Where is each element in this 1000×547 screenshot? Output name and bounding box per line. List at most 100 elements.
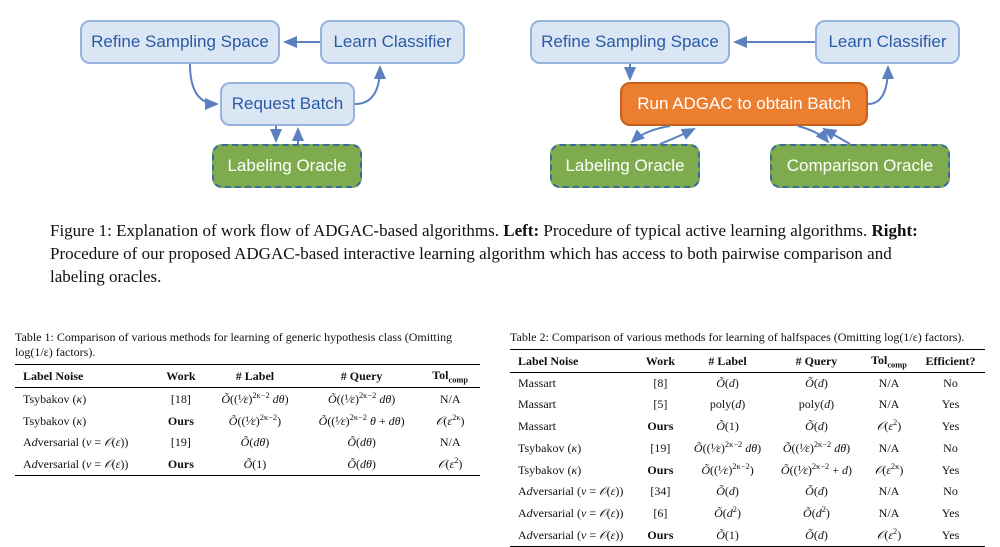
table-cell: [34] <box>637 481 684 502</box>
figure-1: Refine Sampling Space Learn Classifier R… <box>0 20 1000 220</box>
table-cell: No <box>916 437 985 459</box>
table-cell: Õ((¹⁄ε)2κ−2) <box>207 410 303 432</box>
table-header: # Query <box>771 350 862 373</box>
table-cell: Õ(d) <box>771 481 862 502</box>
table-cell: Tsybakov (κ) <box>510 459 637 481</box>
table-cell: Ours <box>155 410 207 432</box>
table-row: Tsybakov (κ)[18]Õ((¹⁄ε)2κ−2 dθ)Õ((¹⁄ε)2κ… <box>15 388 480 411</box>
table-1-grid: Label NoiseWork# Label# QueryTolcomp Tsy… <box>15 364 480 476</box>
table-cell: Õ(1) <box>684 415 771 437</box>
table-cell: Adversarial (ν = 𝒪(ε)) <box>510 524 637 547</box>
table-cell: Massart <box>510 415 637 437</box>
right-diagram: Refine Sampling Space Learn Classifier R… <box>530 20 970 190</box>
table-header: Tolcomp <box>862 350 916 373</box>
table-cell: N/A <box>862 502 916 524</box>
table-cell: Adversarial (ν = 𝒪(ε)) <box>510 481 637 502</box>
table-cell: Õ(d) <box>771 373 862 395</box>
node-refine-sampling: Refine Sampling Space <box>80 20 280 64</box>
table-cell: Õ(1) <box>684 524 771 547</box>
table-cell: Õ(dθ) <box>207 432 303 453</box>
table-cell: Õ((¹⁄ε)2κ−2 + d) <box>771 459 862 481</box>
table-2-caption: Table 2: Comparison of various methods f… <box>510 330 985 345</box>
table-cell: [6] <box>637 502 684 524</box>
table-cell: [5] <box>637 394 684 415</box>
table-row: Adversarial (ν = 𝒪(ε))[6]Õ(d2)Õ(d2)N/AYe… <box>510 502 985 524</box>
table-cell: Massart <box>510 394 637 415</box>
caption-left-text: Procedure of typical active learning alg… <box>539 221 871 240</box>
table-cell: Adversarial (ν = 𝒪(ε)) <box>15 432 155 453</box>
caption-right-text: Procedure of our proposed ADGAC-based in… <box>50 244 892 286</box>
node-refine-sampling: Refine Sampling Space <box>530 20 730 64</box>
caption-right-bold: Right: <box>871 221 917 240</box>
table-cell: 𝒪(ε2κ) <box>862 459 916 481</box>
table-cell: Õ((¹⁄ε)2κ−2 dθ) <box>303 388 420 411</box>
table-cell: poly(d) <box>771 394 862 415</box>
table-cell: Õ(d) <box>684 481 771 502</box>
table-row: Adversarial (ν = 𝒪(ε))[34]Õ(d)Õ(d)N/ANo <box>510 481 985 502</box>
table-row: Tsybakov (κ)OursÕ((¹⁄ε)2κ−2)Õ((¹⁄ε)2κ−2 … <box>15 410 480 432</box>
table-cell: [19] <box>155 432 207 453</box>
table-cell: [18] <box>155 388 207 411</box>
table-header: Label Noise <box>510 350 637 373</box>
table-header: Tolcomp <box>420 365 480 388</box>
table-cell: Ours <box>637 459 684 481</box>
table-cell: Õ((¹⁄ε)2κ−2) <box>684 459 771 481</box>
table-cell: Adversarial (ν = 𝒪(ε)) <box>510 502 637 524</box>
table-cell: No <box>916 373 985 395</box>
table-cell: Õ(1) <box>207 453 303 476</box>
table-1: Table 1: Comparison of various methods f… <box>15 330 480 476</box>
table-row: Tsybakov (κ)OursÕ((¹⁄ε)2κ−2)Õ((¹⁄ε)2κ−2 … <box>510 459 985 481</box>
table-cell: Ours <box>155 453 207 476</box>
table-cell: Massart <box>510 373 637 395</box>
table-cell: Õ(d) <box>771 524 862 547</box>
table-2-grid: Label NoiseWork# Label# QueryTolcompEffi… <box>510 349 985 547</box>
table-cell: Õ(d) <box>771 415 862 437</box>
node-adgac: Run ADGAC to obtain Batch <box>620 82 868 126</box>
table-cell: N/A <box>862 394 916 415</box>
table-cell: No <box>916 481 985 502</box>
node-learn-classifier: Learn Classifier <box>815 20 960 64</box>
table-cell: N/A <box>862 481 916 502</box>
table-cell: Õ((¹⁄ε)2κ−2 dθ) <box>207 388 303 411</box>
table-row: Adversarial (ν = 𝒪(ε))OursÕ(1)Õ(d)𝒪(ε2)Y… <box>510 524 985 547</box>
table-header: # Label <box>207 365 303 388</box>
table-row: Massart[8]Õ(d)Õ(d)N/ANo <box>510 373 985 395</box>
table-cell: Adversarial (ν = 𝒪(ε)) <box>15 453 155 476</box>
table-cell: N/A <box>420 432 480 453</box>
node-labeling-oracle: Labeling Oracle <box>550 144 700 188</box>
table-cell: Õ(d) <box>684 373 771 395</box>
table-cell: Tsybakov (κ) <box>15 410 155 432</box>
table-2: Table 2: Comparison of various methods f… <box>510 330 985 547</box>
table-row: Adversarial (ν = 𝒪(ε))[19]Õ(dθ)Õ(dθ)N/A <box>15 432 480 453</box>
table-cell: N/A <box>862 437 916 459</box>
table-cell: Yes <box>916 524 985 547</box>
table-cell: Õ(d2) <box>684 502 771 524</box>
table-cell: Õ(dθ) <box>303 432 420 453</box>
figure-caption: Figure 1: Explanation of work flow of AD… <box>50 220 950 289</box>
table-row: Adversarial (ν = 𝒪(ε))OursÕ(1)Õ(dθ)𝒪(ε2) <box>15 453 480 476</box>
table-cell: Õ((¹⁄ε)2κ−2 dθ) <box>684 437 771 459</box>
left-diagram: Refine Sampling Space Learn Classifier R… <box>80 20 480 190</box>
table-1-caption: Table 1: Comparison of various methods f… <box>15 330 480 360</box>
node-learn-classifier: Learn Classifier <box>320 20 465 64</box>
caption-text: Figure 1: Explanation of work flow of AD… <box>50 221 503 240</box>
table-cell: Yes <box>916 502 985 524</box>
table-cell: Õ((¹⁄ε)2κ−2 θ + dθ) <box>303 410 420 432</box>
table-cell: 𝒪(ε2) <box>862 524 916 547</box>
table-cell: 𝒪(ε2) <box>420 453 480 476</box>
table-header: # Label <box>684 350 771 373</box>
table-cell: N/A <box>862 373 916 395</box>
table-header: Efficient? <box>916 350 985 373</box>
node-request-batch: Request Batch <box>220 82 355 126</box>
table-cell: Tsybakov (κ) <box>15 388 155 411</box>
table-cell: Õ((¹⁄ε)2κ−2 dθ) <box>771 437 862 459</box>
caption-left-bold: Left: <box>503 221 539 240</box>
table-cell: [8] <box>637 373 684 395</box>
table-header: Label Noise <box>15 365 155 388</box>
table-row: Massart[5]poly(d)poly(d)N/AYes <box>510 394 985 415</box>
table-header: Work <box>155 365 207 388</box>
node-labeling-oracle: Labeling Oracle <box>212 144 362 188</box>
table-header: # Query <box>303 365 420 388</box>
table-header: Work <box>637 350 684 373</box>
table-cell: Ours <box>637 415 684 437</box>
